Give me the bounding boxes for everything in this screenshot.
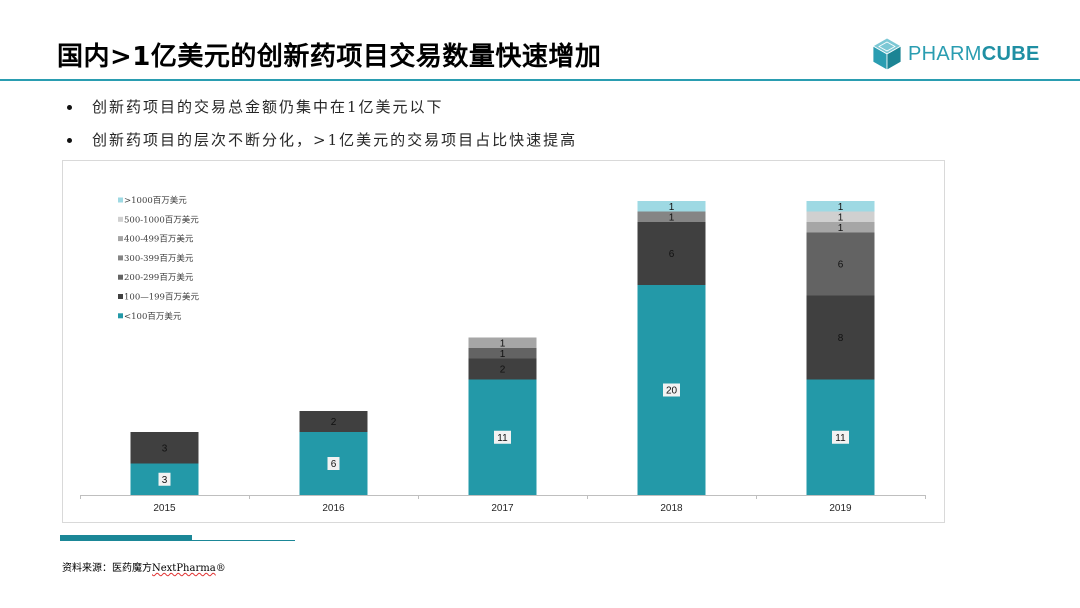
bar-segment-2019-s2 bbox=[806, 232, 875, 296]
bar-segment-2017-s1 bbox=[468, 358, 537, 380]
legend-label: 200-299百万美元 bbox=[124, 272, 194, 283]
data-label: 1 bbox=[669, 212, 675, 223]
legend-swatch bbox=[118, 216, 123, 222]
x-tick-label: 2016 bbox=[322, 503, 345, 514]
bullet-dot bbox=[67, 138, 72, 143]
data-label: 1 bbox=[500, 338, 506, 349]
bullet-dot bbox=[67, 105, 72, 110]
data-label: 1 bbox=[838, 202, 844, 213]
source-brand: NextPharma bbox=[152, 563, 216, 574]
data-label: 8 bbox=[838, 333, 844, 344]
stacked-bar-chart: 3320156220161121120172061120181186111201… bbox=[80, 195, 926, 514]
bar-segment-2016-s1 bbox=[299, 411, 368, 432]
data-label: 20 bbox=[666, 386, 678, 397]
bar-segment-2015-s1 bbox=[130, 432, 199, 464]
logo-text-pharm: PHARM bbox=[908, 42, 982, 65]
legend-label: <100百万美元 bbox=[124, 311, 182, 322]
bar-segment-2017-s2 bbox=[468, 348, 537, 359]
bar-segment-2017-s4 bbox=[468, 337, 537, 348]
bar-segment-2019-s4 bbox=[806, 222, 875, 233]
header-divider bbox=[0, 79, 1080, 81]
legend-label: 300-399百万美元 bbox=[124, 253, 194, 264]
x-tick-label: 2019 bbox=[829, 503, 852, 514]
data-label: 1 bbox=[838, 223, 844, 234]
data-label-box bbox=[327, 457, 340, 470]
bullet-text: 创新药项目的层次不断分化，>1亿美元的交易项目占比快速提高 bbox=[92, 131, 578, 149]
logo-text-cube: CUBE bbox=[981, 42, 1040, 65]
data-label: 3 bbox=[162, 475, 168, 486]
x-tick-label: 2018 bbox=[660, 503, 683, 514]
data-label: 11 bbox=[835, 433, 846, 444]
x-tick-label: 2015 bbox=[153, 503, 176, 514]
slide-title: 国内>1亿美元的创新药项目交易数量快速增加 bbox=[57, 42, 602, 72]
bullet-list: 创新药项目的交易总金额仍集中在1亿美元以下 创新药项目的层次不断分化，>1亿美元… bbox=[64, 94, 577, 160]
data-label: 1 bbox=[500, 349, 506, 360]
chart-frame: 3 3 2015 6 2 2016 11 2 1 1 2017 20 6 1 1 2018 11 8 6 1 1 1 201… bbox=[62, 160, 945, 523]
cube-icon bbox=[872, 37, 902, 71]
legend-swatch bbox=[118, 255, 123, 261]
data-label: 11 bbox=[497, 433, 508, 444]
data-label-box bbox=[663, 383, 680, 397]
source-prefix: 资料来源：医药魔方 bbox=[62, 563, 152, 574]
data-label-box bbox=[494, 430, 511, 444]
footer-accent-bar bbox=[60, 535, 192, 541]
data-label: 2 bbox=[331, 417, 337, 428]
data-label: 3 bbox=[162, 443, 168, 454]
legend-label: >1000百万美元 bbox=[124, 195, 187, 206]
legend-label: 100—199百万美元 bbox=[124, 292, 199, 303]
source-registered-mark: ® bbox=[215, 563, 226, 574]
source-note: 资料来源：医药魔方NextPharma® bbox=[62, 561, 226, 577]
legend-swatch bbox=[118, 236, 123, 242]
bullet-text: 创新药项目的交易总金额仍集中在1亿美元以下 bbox=[92, 98, 444, 116]
data-label: 1 bbox=[838, 212, 844, 223]
logo-wordmark: PHARMCUBE bbox=[908, 43, 1040, 66]
bar-segment-2018-s6 bbox=[637, 201, 706, 212]
legend-label: 500-1000百万美元 bbox=[124, 214, 199, 225]
bullet-item: 创新药项目的交易总金额仍集中在1亿美元以下 bbox=[64, 94, 577, 127]
data-label: 6 bbox=[331, 459, 337, 470]
bar-segment-2018-s3 bbox=[637, 211, 706, 222]
bar-segment-2019-s6 bbox=[806, 201, 875, 212]
bar-segment-2018-s1 bbox=[637, 222, 706, 285]
footer-accent-line bbox=[192, 540, 295, 541]
data-label-box bbox=[832, 430, 849, 444]
data-label: 6 bbox=[669, 249, 675, 260]
pharmcube-logo: PHARMCUBE bbox=[871, 37, 1040, 71]
bullet-item: 创新药项目的层次不断分化，>1亿美元的交易项目占比快速提高 bbox=[64, 127, 577, 160]
legend-swatch bbox=[118, 313, 123, 319]
data-label-box bbox=[158, 472, 171, 486]
bar-segment-2019-s5 bbox=[806, 211, 875, 222]
legend-swatch bbox=[118, 197, 123, 203]
x-tick-label: 2017 bbox=[491, 503, 514, 514]
data-label: 2 bbox=[500, 365, 506, 376]
data-label: 1 bbox=[669, 202, 675, 213]
legend-swatch bbox=[118, 274, 123, 280]
data-label: 6 bbox=[838, 260, 844, 271]
bar-segment-2019-s1 bbox=[806, 295, 875, 380]
legend-swatch bbox=[118, 294, 123, 299]
legend-label: 400-499百万美元 bbox=[124, 234, 194, 245]
